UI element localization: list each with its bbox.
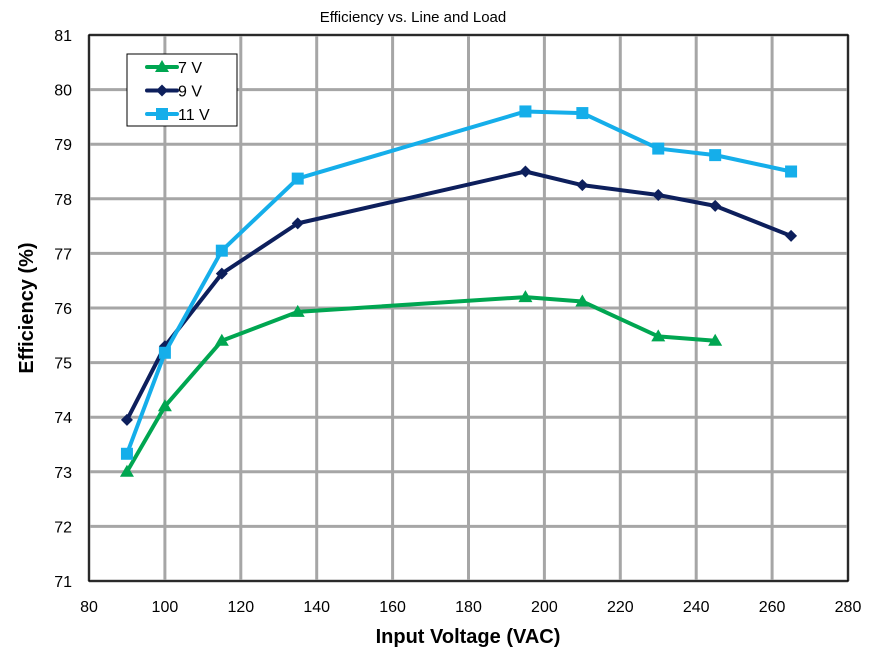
legend-label: 11 V [178, 107, 210, 124]
diamond-marker [709, 199, 722, 212]
triangle-marker [155, 60, 169, 72]
diamond-marker [652, 188, 665, 201]
y-tick-label: 77 [54, 246, 72, 263]
diamond-marker [519, 165, 532, 178]
x-tick-label: 260 [759, 599, 786, 616]
x-tick-label: 140 [303, 599, 330, 616]
x-tick-label: 220 [607, 599, 634, 616]
x-tick-label: 160 [379, 599, 406, 616]
x-tick-label: 240 [683, 599, 710, 616]
square-marker [156, 108, 168, 120]
diamond-marker [576, 179, 589, 192]
diamond-marker [785, 229, 798, 242]
diamond-marker [156, 84, 168, 97]
x-axis-label: Input Voltage (VAC) [376, 626, 561, 648]
square-marker [519, 105, 532, 118]
triangle-marker [214, 333, 229, 346]
triangle-marker [119, 464, 134, 477]
square-marker [291, 172, 304, 185]
y-tick-label: 76 [54, 301, 72, 318]
y-tick-label: 72 [54, 519, 72, 536]
diamond-marker [120, 413, 133, 426]
y-tick-label: 79 [54, 137, 72, 154]
legend-item: 9 V [145, 84, 202, 101]
y-tick-label: 73 [54, 465, 72, 482]
square-marker [158, 346, 171, 359]
diamond-marker [291, 217, 304, 230]
x-tick-label: 280 [835, 599, 862, 616]
triangle-marker [290, 304, 305, 317]
series-line [125, 169, 792, 421]
x-tick-label: 180 [455, 599, 482, 616]
legend-label: 7 V [178, 60, 202, 77]
y-tick-label: 71 [54, 574, 72, 591]
y-axis-label: Efficiency (%) [16, 242, 38, 373]
series-line [125, 109, 792, 455]
square-marker [120, 447, 133, 460]
legend-item: 11 V [145, 107, 210, 124]
series-11v [120, 105, 798, 460]
triangle-marker [651, 329, 666, 342]
triangle-marker [157, 399, 172, 412]
x-tick-label: 80 [80, 599, 98, 616]
square-marker [785, 165, 798, 178]
y-tick-label: 74 [54, 410, 72, 427]
square-marker [576, 107, 589, 120]
series-line [125, 295, 716, 473]
series-7v [119, 290, 723, 477]
square-marker [709, 149, 722, 162]
y-tick-label: 75 [54, 356, 72, 373]
y-tick-label: 81 [54, 28, 72, 45]
y-tick-label: 78 [54, 192, 72, 209]
square-marker [215, 244, 228, 257]
diamond-marker [215, 267, 228, 280]
x-tick-label: 120 [227, 599, 254, 616]
chart-title: Efficiency vs. Line and Load [320, 9, 507, 26]
plot-area-border [88, 34, 849, 582]
legend-item: 7 V [145, 60, 202, 77]
triangle-marker [518, 290, 533, 303]
square-marker [652, 142, 665, 155]
x-tick-label: 100 [152, 599, 179, 616]
x-tick-label: 200 [531, 599, 558, 616]
triangle-marker [708, 333, 723, 346]
legend-label: 9 V [178, 84, 202, 101]
y-tick-label: 80 [54, 83, 72, 100]
triangle-marker [575, 294, 590, 307]
legend: 7 V 9 V 11 V [126, 53, 238, 127]
